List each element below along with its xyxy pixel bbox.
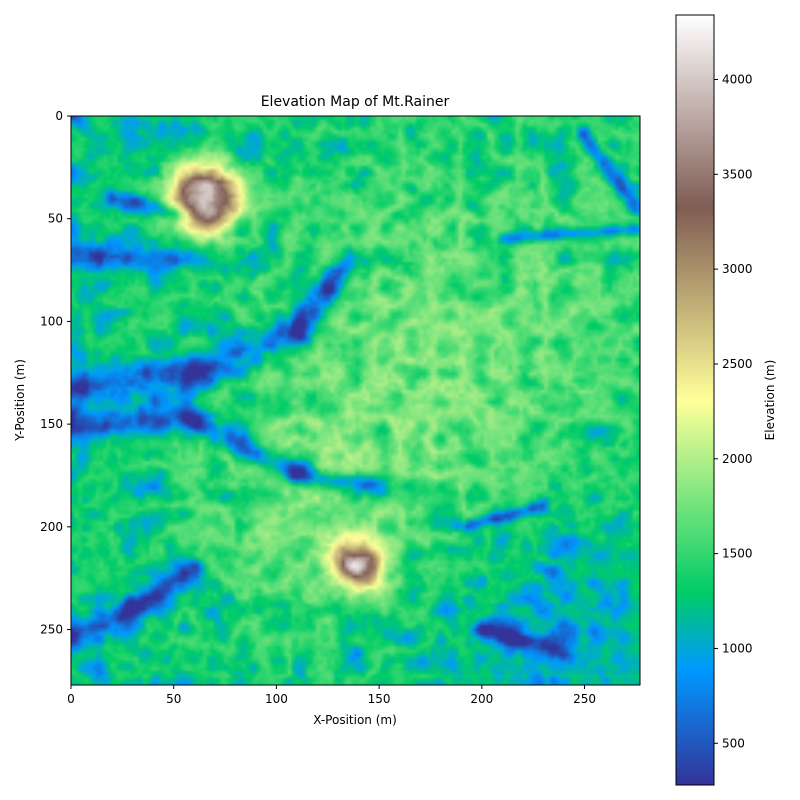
- y-axis: 0 50 100 150 200 250: [40, 109, 71, 637]
- x-axis-label: X-Position (m): [313, 713, 397, 727]
- elevation-raster: [71, 116, 640, 685]
- y-axis-label: Y-Position (m): [13, 359, 27, 442]
- x-tick-label: 0: [67, 692, 75, 706]
- y-tick-label: 0: [55, 109, 63, 123]
- colorbar-label: Elevation (m): [763, 360, 777, 441]
- colorbar-tick-label: 1500: [722, 547, 753, 561]
- x-tick-label: 250: [573, 692, 596, 706]
- y-tick-label: 50: [48, 212, 63, 226]
- y-tick-label: 150: [40, 417, 63, 431]
- chart-title: Elevation Map of Mt.Rainer: [261, 94, 450, 110]
- x-tick-label: 200: [470, 692, 493, 706]
- colorbar-tick-label: 3000: [722, 262, 753, 276]
- colorbar-tick-label: 500: [722, 736, 745, 750]
- x-tick-label: 150: [368, 692, 391, 706]
- y-tick-label: 250: [40, 623, 63, 637]
- x-tick-label: 100: [265, 692, 288, 706]
- colorbar-tick-label: 2000: [722, 452, 753, 466]
- colorbar-ticks: 500 1000 1500 2000 2500 3000 3500 4000: [714, 72, 753, 750]
- colorbar: 500 1000 1500 2000 2500 3000 3500 4000 Elevatio…: [675, 14, 777, 786]
- plot-frame: [70, 115, 641, 686]
- y-tick-label: 200: [40, 520, 63, 534]
- colorbar-tick-label: 3500: [722, 167, 753, 181]
- y-tick-label: 100: [40, 314, 63, 328]
- x-tick-label: 50: [166, 692, 181, 706]
- x-axis: 0 50 100 150 200 250: [67, 685, 596, 706]
- colorbar-gradient: [675, 14, 715, 786]
- colorbar-tick-label: 1000: [722, 641, 753, 655]
- heatmap-image: [71, 116, 640, 685]
- colorbar-tick-label: 2500: [722, 357, 753, 371]
- colorbar-tick-label: 4000: [722, 72, 753, 86]
